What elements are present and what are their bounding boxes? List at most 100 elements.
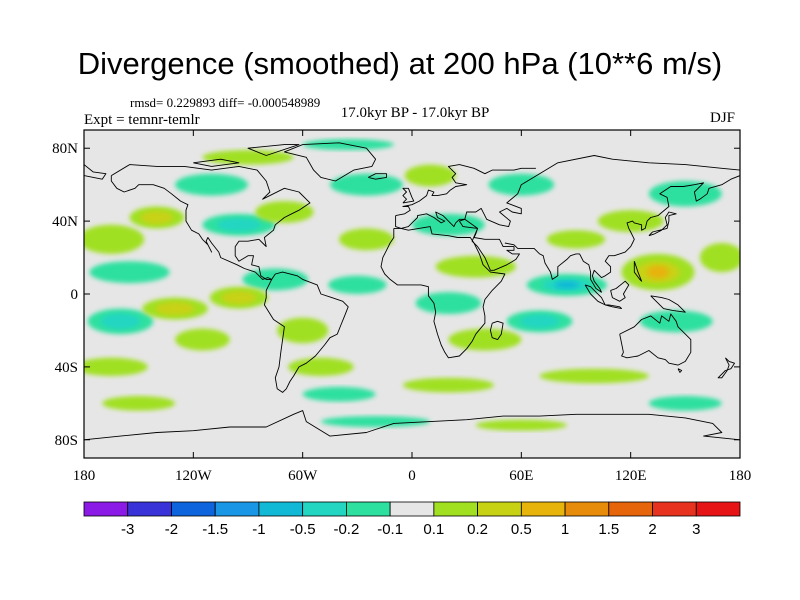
anomaly-blob xyxy=(539,368,649,384)
coastline xyxy=(677,368,683,373)
anomaly-blob xyxy=(175,173,248,196)
anomaly-blob xyxy=(435,255,516,278)
colorbar-label: -2 xyxy=(165,521,178,538)
coastline xyxy=(489,320,504,341)
coastline xyxy=(395,164,536,217)
coastlines xyxy=(84,142,740,441)
y-tick-label: 40S xyxy=(55,360,78,376)
colorbar-swatch xyxy=(83,501,129,517)
colorbar-label: 0.1 xyxy=(423,521,444,538)
colorbar-label: -0.2 xyxy=(333,521,359,538)
anomaly-blob xyxy=(330,173,403,196)
anomaly-blob xyxy=(84,357,148,376)
anomaly-blob xyxy=(288,357,354,376)
colorbar-label: -0.5 xyxy=(290,521,316,538)
coastline xyxy=(648,211,677,237)
colorbar-swatch xyxy=(389,501,435,517)
coastline xyxy=(84,410,740,441)
anomaly-blob xyxy=(648,181,722,207)
colorbar-swatch xyxy=(302,501,347,517)
anomaly-blob xyxy=(255,201,314,223)
season-label: DJF xyxy=(710,110,736,126)
colorbar-label: -1 xyxy=(252,521,265,538)
colorbar-swatch xyxy=(345,501,391,517)
anomaly-blob xyxy=(448,328,522,351)
coastline xyxy=(110,164,311,280)
anomaly-blob xyxy=(242,268,309,291)
colorbar: -3 -2 -1.5 -1 -0.5 -0.2 -0.1 0.1 0.2 0.5 1 1.5 2 3 xyxy=(83,501,741,538)
colorbar-label: 3 xyxy=(692,521,700,538)
anomaly-blob xyxy=(328,275,387,294)
colorbar-label: -0.1 xyxy=(377,521,403,538)
anomaly-blob xyxy=(402,377,495,393)
y-tick-label: 0 xyxy=(71,287,79,303)
colorbar-swatch xyxy=(258,501,304,517)
colorbar-label: 1 xyxy=(561,521,569,538)
anomaly-blob-core xyxy=(519,314,560,328)
anomaly-blob xyxy=(320,416,431,428)
anomaly-blob-peak xyxy=(647,265,669,279)
anomaly-blob xyxy=(412,213,485,236)
coastline xyxy=(193,158,240,167)
coastline xyxy=(504,175,740,293)
colorbar-swatch xyxy=(652,501,697,517)
coastline xyxy=(380,226,506,359)
coastline xyxy=(402,187,415,204)
colorbar-label: 0.5 xyxy=(511,521,532,538)
anomaly-blob xyxy=(648,396,722,411)
coastline xyxy=(610,280,630,302)
anomaly-blob xyxy=(339,228,394,251)
anomaly-field xyxy=(84,139,740,431)
y-tick-label: 80N xyxy=(52,141,78,157)
anomaly-blob-peak xyxy=(554,281,579,289)
x-tick-label: 120W xyxy=(175,468,213,484)
y-axis: 80N 40N 0 40S 80S xyxy=(52,141,740,449)
anomaly-blob xyxy=(302,386,376,402)
x-tick-label: 180 xyxy=(729,468,752,484)
colorbar-label: -1.5 xyxy=(202,521,228,538)
colorbar-swatch xyxy=(564,501,610,517)
colorbar-label: 2 xyxy=(648,521,656,538)
coastline xyxy=(247,144,300,156)
experiment-label: Expt = temnr-temlr xyxy=(84,112,200,128)
anomaly-blob xyxy=(175,328,230,351)
colorbar-label: 0.2 xyxy=(467,521,488,538)
anomaly-blob xyxy=(597,210,664,233)
anomaly-blob xyxy=(404,164,456,187)
colorbar-swatch xyxy=(171,501,216,517)
anomaly-blob xyxy=(277,317,329,344)
coastline xyxy=(650,295,686,313)
colorbar-swatch xyxy=(433,501,479,517)
anomaly-blob xyxy=(102,396,176,411)
y-tick-label: 40N xyxy=(52,214,78,230)
anomaly-blob-core xyxy=(100,313,141,329)
anomaly-blob xyxy=(546,230,606,249)
coastline xyxy=(395,155,740,271)
anomaly-blob xyxy=(84,224,145,254)
colorbar-swatch xyxy=(214,501,260,517)
x-tick-label: 0 xyxy=(408,468,416,484)
coastline xyxy=(717,357,735,379)
coastline xyxy=(263,271,349,393)
anomaly-blob-core xyxy=(217,218,261,232)
x-tick-label: 120E xyxy=(615,468,647,484)
x-tick-label: 60E xyxy=(509,468,533,484)
anomaly-blob xyxy=(89,261,170,284)
anomaly-blob xyxy=(699,242,740,273)
rmsd-diff-stats: rmsd= 0.229893 diff= -0.000548989 xyxy=(130,95,321,110)
map-title: Divergence (smoothed) at 200 hPa (10**6 … xyxy=(77,46,723,81)
colorbar-label: 1.5 xyxy=(598,521,619,538)
anomaly-blob-core xyxy=(221,291,257,305)
anomaly-blob-core xyxy=(155,302,195,316)
colorbar-swatch xyxy=(127,501,172,517)
coastline xyxy=(584,284,606,306)
coastline xyxy=(84,164,107,180)
colorbar-label: -3 xyxy=(121,521,134,538)
anomaly-blob xyxy=(202,150,294,165)
anomaly-blob-core xyxy=(140,210,174,225)
x-tick-label: 60W xyxy=(288,468,318,484)
coastline xyxy=(633,261,643,282)
coastline xyxy=(368,173,387,180)
colorbar-swatch xyxy=(608,501,653,517)
